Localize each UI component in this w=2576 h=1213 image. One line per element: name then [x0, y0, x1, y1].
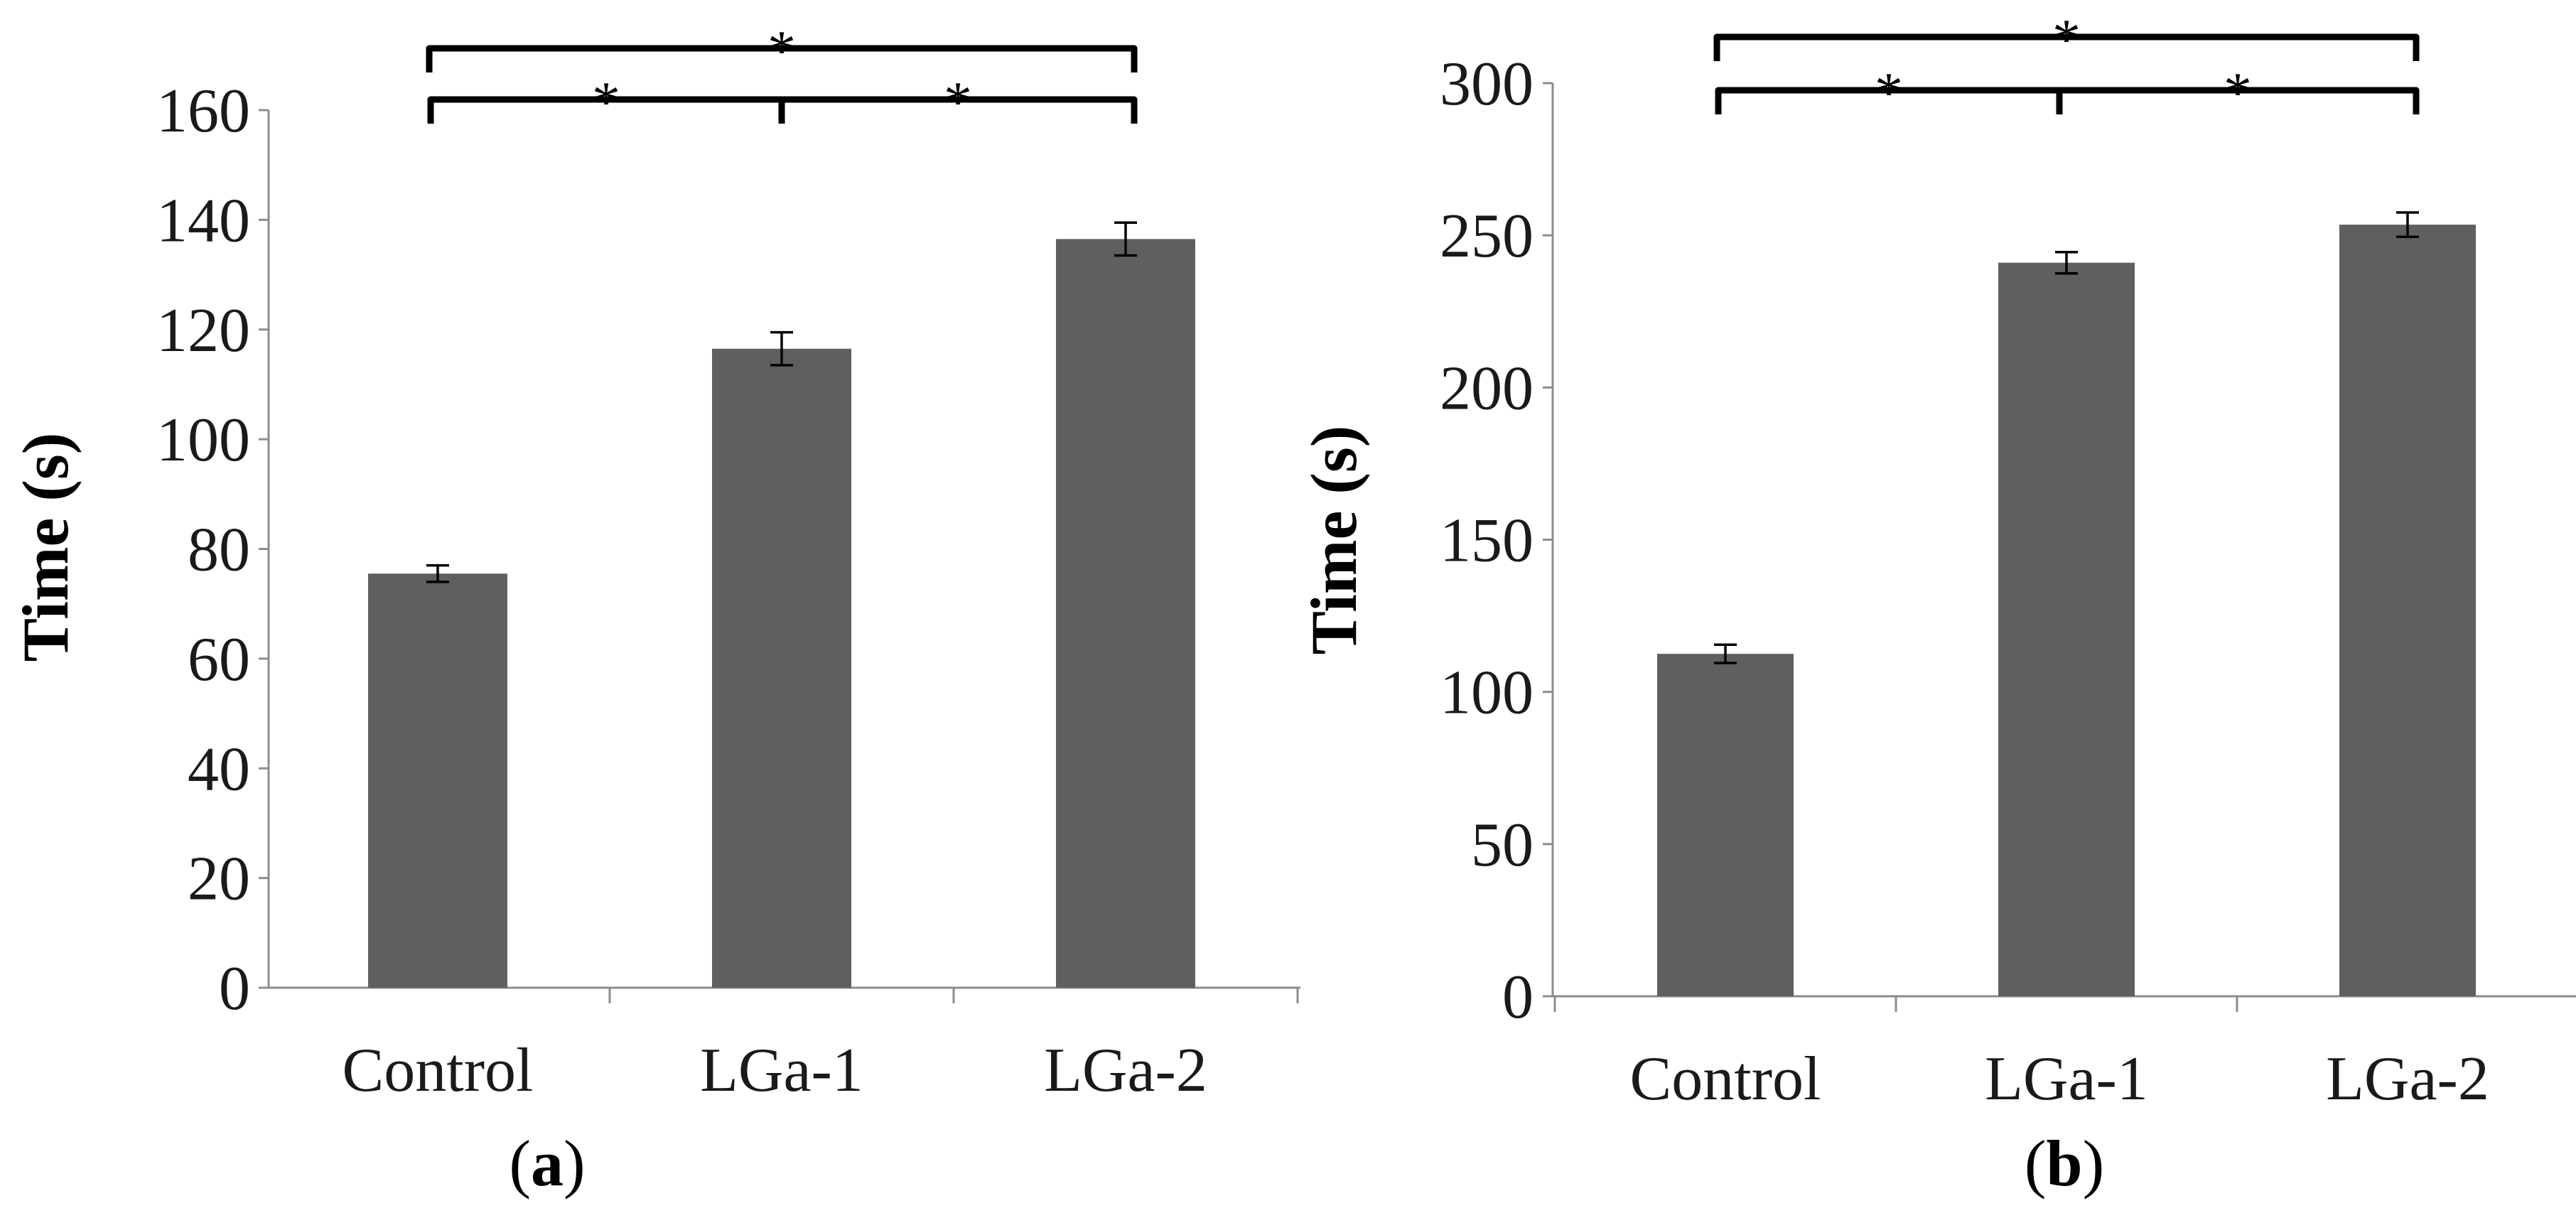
x-category-label: Control: [343, 1036, 534, 1105]
y-tick-label: 300: [1440, 50, 1534, 119]
y-tick-label: 160: [156, 77, 250, 146]
significance-star: *: [2224, 62, 2252, 124]
x-category-label: LGa-1: [1985, 1045, 2148, 1114]
bar-lga-2: [1056, 239, 1195, 988]
y-tick-label: 120: [156, 296, 250, 365]
x-category-label: LGa-1: [700, 1036, 863, 1105]
panel-label: (a): [509, 1127, 585, 1199]
panel-b: 0 50 100 150 200 250 300 Control LGa-1 LGa-2 * * * Ti…: [1298, 9, 2576, 1199]
significance-star: *: [1875, 62, 1903, 124]
significance-bracket-lga1-lga2: [778, 96, 1138, 124]
significance-star: *: [2052, 9, 2081, 71]
y-tick-label: 0: [1502, 963, 1534, 1032]
y-axis-title: Time (s): [1298, 426, 1370, 655]
y-tick-label: 250: [1440, 202, 1534, 271]
x-category-label: LGa-2: [1044, 1036, 1207, 1105]
significance-bracket-lga1-lga2: [2056, 87, 2420, 114]
y-tick-label: 140: [156, 186, 250, 255]
bar-control: [368, 573, 507, 988]
y-tick-label: 80: [188, 516, 250, 585]
significance-bracket-control-lga2: [1713, 33, 2420, 61]
y-tick-label: 100: [156, 406, 250, 475]
bar-lga-2: [2339, 225, 2476, 996]
y-tick-label: 60: [188, 625, 250, 694]
significance-star: *: [944, 71, 972, 134]
significance-star: *: [592, 71, 620, 134]
y-tick-label: 40: [188, 735, 250, 804]
y-tick-label: 200: [1440, 354, 1534, 423]
y-tick-label: 0: [219, 954, 250, 1023]
significance-star: *: [767, 20, 796, 82]
panel-label: (b): [2025, 1127, 2104, 1199]
significance-bracket-control-lga2: [426, 45, 1138, 72]
y-tick-label: 50: [1471, 811, 1534, 880]
bar-lga-1: [712, 348, 851, 988]
bar-lga-1: [1998, 262, 2135, 996]
y-tick-label: 150: [1440, 507, 1534, 576]
bar-control: [1657, 654, 1794, 996]
y-tick-label: 20: [188, 845, 250, 914]
x-category-label: LGa-2: [2326, 1045, 2489, 1114]
y-axis-title: Time (s): [9, 433, 82, 662]
x-category-label: Control: [1630, 1045, 1821, 1114]
panel-a: 0 20 40 60 80 100 120 140 160 Control LGa-1 LGa-2 * *…: [9, 20, 1300, 1199]
y-tick-label: 100: [1440, 659, 1534, 728]
